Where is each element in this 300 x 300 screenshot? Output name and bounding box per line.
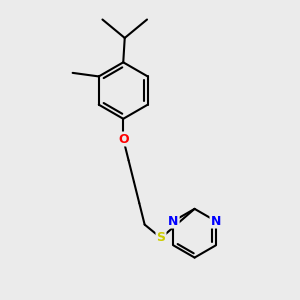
Text: O: O — [118, 133, 129, 146]
Text: N: N — [211, 214, 221, 227]
Text: S: S — [157, 232, 166, 244]
Text: N: N — [168, 214, 179, 227]
